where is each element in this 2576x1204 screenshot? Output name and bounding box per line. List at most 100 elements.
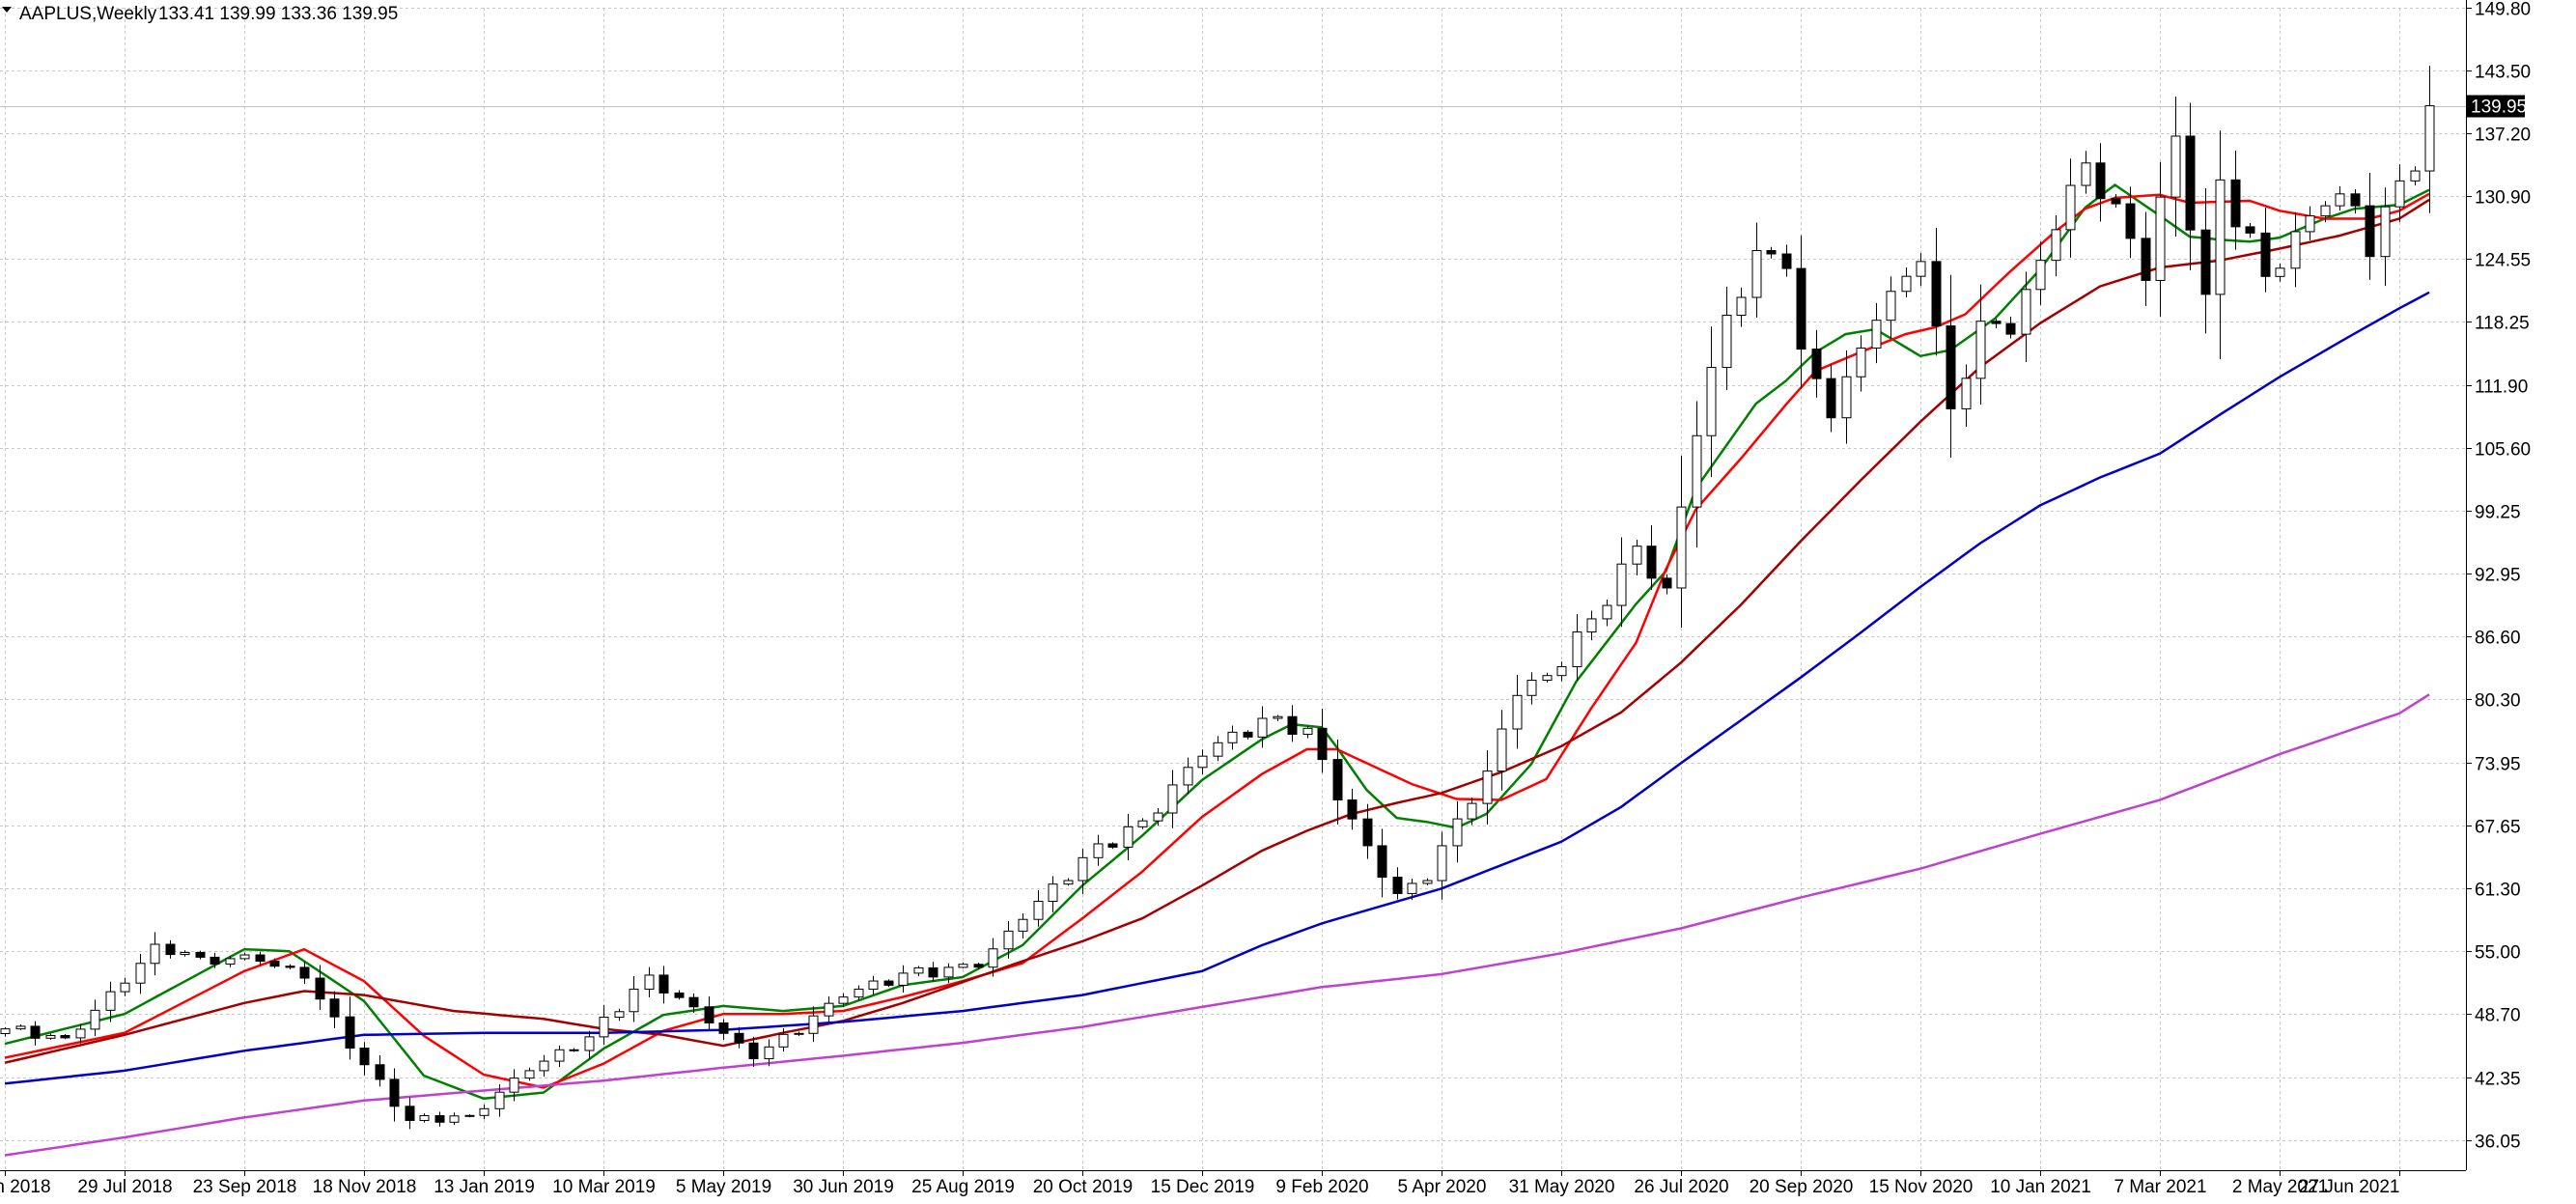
x-tick-label: 27 Jun 2021 — [2299, 1177, 2400, 1197]
x-tick-label: 23 Sep 2018 — [193, 1177, 297, 1197]
candle-up — [808, 1015, 819, 1034]
candle-up — [225, 958, 236, 965]
ma-line — [4, 182, 2430, 1101]
y-tick-label: 92.95 — [2475, 566, 2521, 586]
candle-down — [1332, 759, 1343, 801]
candle-up — [449, 1115, 460, 1123]
candle-up — [2320, 205, 2331, 217]
candle-down — [269, 961, 280, 967]
candle-up — [1916, 261, 1926, 277]
y-tick-label: 80.30 — [2475, 691, 2521, 712]
y-tick-label: 73.95 — [2475, 755, 2521, 775]
candle-up — [1078, 856, 1088, 882]
candle-up — [1123, 826, 1134, 848]
candle-up — [778, 1033, 789, 1048]
candle-down — [299, 966, 310, 979]
candle-down — [1781, 253, 1792, 269]
candle-up — [2424, 105, 2435, 172]
candle-down — [60, 1034, 70, 1039]
axes: 36.05 42.35 48.70 55.00 61.30 67.65 73.95 80.30… — [0, 0, 2531, 1197]
candle-up — [1556, 666, 1567, 677]
candle-up — [1975, 321, 1986, 379]
chart-labels: AAPLUS,Weekly 133.41 139.99 133.36 139.9… — [2, 4, 398, 24]
candle-up — [1482, 770, 1493, 804]
candle-up — [1722, 315, 1732, 369]
candle-down — [2185, 135, 2196, 231]
candle-up — [1213, 742, 1223, 757]
last-price-label: 139.95 — [2471, 98, 2527, 118]
candle-down — [688, 996, 699, 1008]
moving-averages — [4, 182, 2430, 1157]
candle-up — [1572, 631, 1582, 668]
candle-up — [1153, 812, 1163, 822]
candle-up — [1452, 818, 1463, 847]
candle-up — [1197, 755, 1208, 769]
y-tick-label: 55.00 — [2475, 943, 2521, 964]
candle-up — [1467, 802, 1477, 820]
candle-down — [883, 980, 894, 986]
y-tick-label: 105.60 — [2475, 440, 2531, 461]
candle-up — [988, 948, 998, 968]
ma-line — [4, 198, 2430, 1064]
candle-up — [644, 974, 655, 990]
candle-up — [2065, 184, 2076, 231]
candle-up — [1167, 784, 1178, 814]
candle-up — [2051, 229, 2061, 262]
x-tick-label: 25 Aug 2019 — [911, 1177, 1015, 1197]
candle-down — [165, 943, 176, 956]
candle-up — [1033, 900, 1044, 920]
y-tick-label: 61.30 — [2475, 881, 2521, 901]
candle-down — [2200, 229, 2211, 295]
y-tick-label: 111.90 — [2475, 378, 2528, 398]
candles — [0, 66, 2435, 1130]
candle-up — [2215, 179, 2226, 295]
candle-up — [2410, 170, 2421, 182]
candle-down — [1826, 378, 1836, 419]
candle-down — [389, 1078, 400, 1107]
candle-up — [464, 1114, 475, 1117]
candle-up — [1018, 918, 1028, 932]
candle-up — [1003, 930, 1014, 950]
candle-up — [913, 966, 924, 974]
y-tick-label: 149.80 — [2475, 0, 2531, 20]
candle-up — [1063, 880, 1074, 885]
candle-down — [674, 992, 685, 998]
candle-down — [1287, 715, 1298, 735]
candle-up — [479, 1107, 490, 1116]
candle-up — [1497, 728, 1507, 772]
last-price-box — [2467, 95, 2525, 118]
x-tick-label: 30 Jun 2019 — [793, 1177, 894, 1197]
candle-down — [1392, 877, 1403, 894]
candle-up — [2335, 193, 2345, 207]
candle-down — [658, 974, 669, 994]
candle-up — [1886, 291, 1896, 322]
candle-down — [375, 1064, 385, 1080]
y-tick-label: 36.05 — [2475, 1133, 2521, 1153]
candle-up — [180, 951, 190, 956]
candle-down — [1946, 325, 1956, 409]
candle-down — [1646, 546, 1657, 579]
candle-down — [285, 966, 295, 968]
candle-up — [1273, 715, 1283, 719]
candle-up — [239, 954, 250, 960]
x-tick-label: 29 Jul 2018 — [77, 1177, 172, 1197]
candle-up — [1602, 604, 1612, 620]
candle-up — [2290, 231, 2301, 269]
candle-up — [0, 1028, 11, 1034]
candle-up — [1048, 883, 1058, 902]
candle-down — [255, 954, 266, 963]
candle-up — [584, 1036, 595, 1051]
x-tick-label: 18 Nov 2018 — [313, 1177, 417, 1197]
candle-up — [764, 1046, 774, 1060]
candle-up — [1302, 727, 1313, 735]
x-tick-label: 31 May 2020 — [1509, 1177, 1615, 1197]
ma-line — [4, 693, 2430, 1157]
candle-down — [704, 1006, 714, 1023]
candle-up — [45, 1034, 56, 1039]
candle-up — [1586, 618, 1597, 633]
candle-up — [1512, 694, 1523, 730]
candle-down — [434, 1115, 445, 1123]
candle-up — [539, 1060, 549, 1072]
dropdown-triangle-icon[interactable] — [2, 7, 12, 13]
candle-down — [2111, 198, 2121, 205]
